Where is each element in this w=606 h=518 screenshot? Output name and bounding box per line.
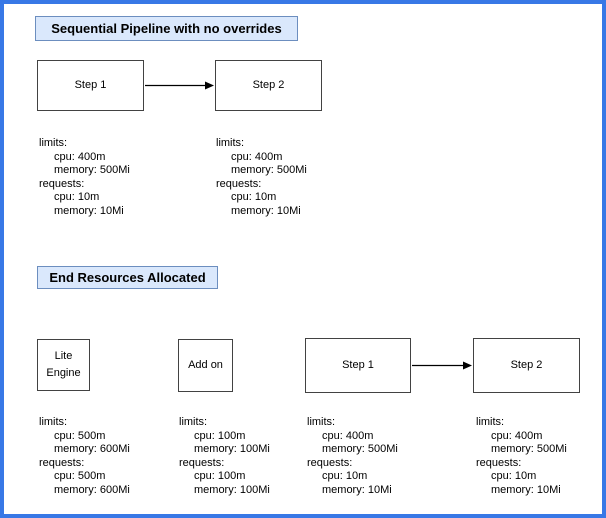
resource-line: memory: 10Mi — [54, 204, 124, 217]
resource-line: memory: 10Mi — [491, 483, 561, 496]
section-title-end-resources: End Resources Allocated — [37, 266, 218, 289]
resource-line: cpu: 400m — [231, 150, 283, 163]
resource-line: memory: 500Mi — [54, 164, 130, 176]
section-title-sequential-pipeline: Sequential Pipeline with no overrides — [35, 16, 298, 41]
arrowhead-icon — [205, 81, 214, 90]
arrowhead-icon — [463, 361, 472, 370]
resource-line: cpu: 400m — [491, 429, 543, 442]
node-step1-top[interactable]: Step 1 — [37, 60, 144, 111]
node-step2-bottom[interactable]: Step 2 — [473, 338, 580, 393]
resource-line: requests: — [179, 456, 225, 469]
resource-line: memory: 600Mi — [54, 443, 130, 455]
resource-block-step1-top: limits: cpu: 400m memory: 500Mi requests: cp… — [39, 137, 130, 218]
resource-block-lite-engine: limits: cpu: 500m memory: 600Mi requests: cp… — [39, 416, 130, 497]
resource-line: requests: — [216, 177, 262, 190]
resource-line: requests: — [307, 456, 353, 469]
resource-line: cpu: 100m — [194, 429, 246, 442]
resource-line: limits: — [179, 416, 208, 428]
resource-line: memory: 500Mi — [491, 443, 567, 455]
resource-line: memory: 100Mi — [194, 443, 270, 455]
resource-block-step2-top: limits: cpu: 400m memory: 500Mi requests: cp… — [216, 137, 307, 218]
resource-line: memory: 100Mi — [194, 483, 270, 496]
resource-line: cpu: 400m — [322, 429, 374, 442]
resource-line: cpu: 500m — [54, 470, 106, 482]
resource-block-add-on: limits: cpu: 100m memory: 100Mi requests: cp… — [179, 416, 270, 497]
resource-line: memory: 10Mi — [322, 483, 392, 496]
node-add-on[interactable]: Add on — [178, 339, 233, 392]
resource-block-step2-bottom: limits: cpu: 400m memory: 500Mi requests: cp… — [476, 416, 567, 497]
node-step1-bottom[interactable]: Step 1 — [305, 338, 411, 393]
resource-line: memory: 500Mi — [231, 164, 307, 176]
resource-line: cpu: 10m — [54, 191, 100, 203]
resource-line: memory: 500Mi — [322, 443, 398, 455]
resource-line: cpu: 500m — [54, 429, 106, 442]
resource-line: cpu: 10m — [231, 191, 277, 203]
resource-line: requests: — [39, 177, 85, 190]
resource-line: cpu: 400m — [54, 150, 106, 163]
resource-line: cpu: 10m — [491, 470, 537, 482]
resource-line: cpu: 10m — [322, 470, 368, 482]
resource-line: requests: — [39, 456, 85, 469]
arrow-step1-to-step2-bottom — [412, 361, 472, 370]
resource-line: limits: — [307, 416, 336, 428]
resource-line: limits: — [39, 416, 68, 428]
arrow-step1-to-step2-top — [145, 81, 214, 90]
resource-line: limits: — [39, 137, 68, 149]
node-step2-top[interactable]: Step 2 — [215, 60, 322, 111]
resource-line: memory: 10Mi — [231, 204, 301, 217]
resource-line: cpu: 100m — [194, 470, 246, 482]
node-lite-engine[interactable]: Lite Engine — [37, 339, 90, 391]
resource-line: limits: — [216, 137, 245, 149]
resource-line: limits: — [476, 416, 505, 428]
resource-block-step1-bottom: limits: cpu: 400m memory: 500Mi requests: cp… — [307, 416, 398, 497]
resource-line: memory: 600Mi — [54, 483, 130, 496]
resource-line: requests: — [476, 456, 522, 469]
